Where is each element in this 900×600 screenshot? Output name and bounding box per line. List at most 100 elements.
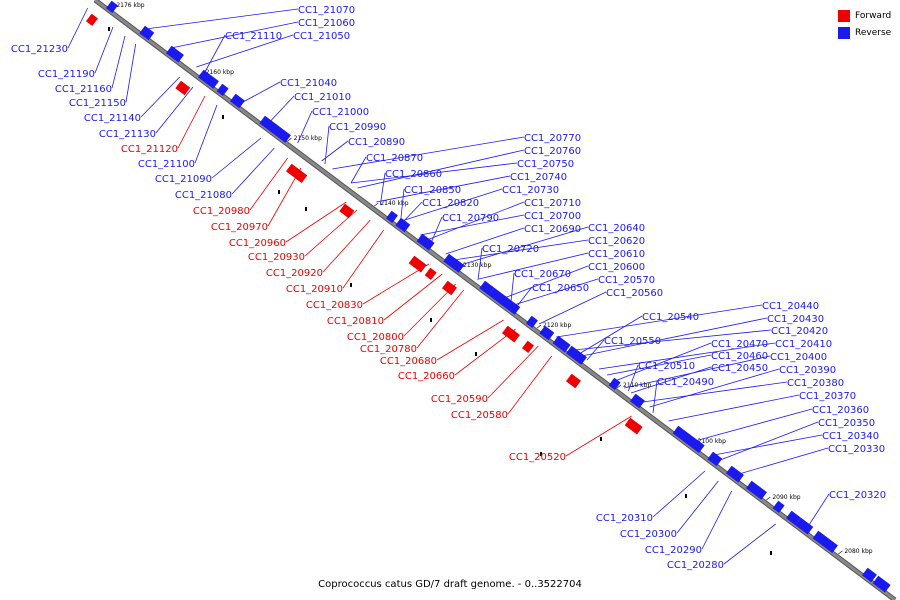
reverse-gene-glyph — [772, 500, 785, 514]
gene-label-cc1_20380: CC1_20380 — [787, 378, 844, 389]
gene-label-cc1_21120: CC1_21120 — [121, 144, 178, 155]
tick-label: 2130 kbp — [463, 262, 491, 269]
noncoding-feature-marker — [305, 207, 307, 211]
tick-label: 2160 kbp — [206, 69, 234, 76]
gene-label-cc1_20320: CC1_20320 — [829, 490, 886, 501]
gene-label-cc1_20300-leader — [676, 480, 719, 534]
gene-label-cc1_21040-leader — [242, 81, 281, 103]
gene-label-cc1_20920: CC1_20920 — [266, 268, 323, 279]
gene-label-cc1_20390-leader — [649, 368, 780, 408]
tick-mark — [374, 202, 379, 207]
reverse-gene-glyph — [707, 451, 723, 467]
gene-label-cc1_20760: CC1_20760 — [524, 146, 581, 157]
legend-item-reverse: Reverse — [838, 26, 891, 40]
gene-label-cc1_20440-leader — [556, 304, 763, 338]
forward-gene-glyph — [295, 170, 308, 184]
gene-label-cc1_20510: CC1_20510 — [638, 361, 695, 372]
reverse-gene-glyph — [861, 567, 878, 583]
gene-label-cc1_20580: CC1_20580 — [451, 410, 508, 421]
noncoding-feature-marker — [350, 283, 352, 287]
gene-label-cc1_20540: CC1_20540 — [642, 312, 699, 323]
gene-label-cc1_20720-leader — [477, 247, 483, 281]
gene-label-cc1_20350-leader — [720, 421, 819, 461]
gene-label-cc1_20990: CC1_20990 — [329, 122, 386, 133]
gene-label-cc1_21090-leader — [211, 137, 262, 179]
gene-label-cc1_20280: CC1_20280 — [667, 560, 724, 571]
gene-label-cc1_20610-leader — [478, 252, 589, 280]
gene-label-cc1_20410-leader — [598, 342, 776, 370]
gene-label-cc1_20490: CC1_20490 — [657, 377, 714, 388]
gene-label-cc1_21160: CC1_21160 — [55, 84, 112, 95]
reverse-gene-glyph — [448, 257, 461, 271]
gene-label-cc1_20980-leader — [249, 157, 288, 211]
gene-label-cc1_20960: CC1_20960 — [229, 238, 286, 249]
gene-label-cc1_20470: CC1_20470 — [711, 339, 768, 350]
reverse-gene-glyph — [745, 480, 768, 500]
tick-label: 2176 kbp — [116, 2, 144, 9]
gene-label-cc1_20740: CC1_20740 — [510, 172, 567, 183]
gene-label-cc1_20420: CC1_20420 — [771, 326, 828, 337]
forward-gene-glyph — [339, 203, 355, 219]
gene-label-cc1_20980: CC1_20980 — [193, 206, 250, 217]
gene-label-cc1_20890: CC1_20890 — [348, 137, 405, 148]
reverse-gene-glyph — [229, 93, 246, 109]
gene-label-cc1_21130: CC1_21130 — [99, 129, 156, 140]
gene-label-cc1_20780-leader — [416, 289, 464, 349]
gene-label-cc1_21000: CC1_21000 — [312, 107, 369, 118]
gene-label-cc1_20470-leader — [614, 342, 712, 382]
reverse-gene-glyph — [552, 335, 571, 353]
gene-label-cc1_20910: CC1_20910 — [286, 284, 343, 295]
gene-label-cc1_20790: CC1_20790 — [442, 213, 499, 224]
gene-label-cc1_20590: CC1_20590 — [431, 394, 488, 405]
gene-label-cc1_20800-leader — [403, 283, 456, 337]
legend-item-forward: Forward — [838, 9, 891, 23]
forward-gene-glyph — [441, 280, 458, 296]
gene-label-cc1_20700-leader — [420, 214, 525, 236]
gene-label-cc1_21060-leader — [170, 21, 299, 49]
reverse-gene-glyph — [165, 45, 185, 63]
reverse-gene-glyph — [385, 210, 399, 224]
gene-label-cc1_20820: CC1_20820 — [422, 198, 479, 209]
tick-label: 2140 kbp — [380, 200, 408, 207]
gene-label-cc1_20650: CC1_20650 — [532, 283, 589, 294]
gene-label-cc1_21190: CC1_21190 — [38, 69, 95, 80]
gene-label-cc1_20700: CC1_20700 — [524, 211, 581, 222]
reverse-gene-glyph — [872, 575, 891, 593]
tick-mark — [766, 496, 771, 501]
gene-label-cc1_20730-leader — [401, 188, 503, 222]
gene-label-cc1_20410: CC1_20410 — [775, 339, 832, 350]
gene-label-cc1_20770: CC1_20770 — [524, 133, 581, 144]
tick-mark — [536, 324, 542, 329]
reverse-gene-glyph — [416, 233, 435, 251]
gene-label-cc1_20830-leader — [362, 263, 430, 305]
gene-label-cc1_20770-leader — [332, 136, 525, 170]
forward-gene-glyph — [175, 80, 191, 96]
forward-gene-glyph — [565, 373, 582, 389]
forward-gene-glyph — [424, 267, 437, 281]
gene-label-cc1_21100: CC1_21100 — [138, 159, 195, 170]
gene-label-cc1_21010-leader — [269, 95, 295, 123]
legend: Forward Reverse — [838, 9, 891, 43]
forward-gene-glyph — [624, 417, 643, 435]
map-caption: Coprococcus catus GD/7 draft genome. - 0… — [318, 579, 582, 590]
gene-label-cc1_20450: CC1_20450 — [711, 363, 768, 374]
gene-label-cc1_20830: CC1_20830 — [306, 300, 363, 311]
tick-label: 2100 kbp — [698, 438, 726, 445]
gene-label-cc1_20580-leader — [507, 355, 552, 415]
gene-label-cc1_20440: CC1_20440 — [762, 301, 819, 312]
noncoding-feature-marker — [222, 115, 224, 119]
gene-label-cc1_20740-leader — [376, 175, 511, 203]
reverse-gene-glyph — [395, 217, 411, 233]
gene-label-cc1_20600-leader — [504, 265, 589, 299]
gene-label-cc1_21080-leader — [231, 147, 275, 195]
tick-mark — [838, 550, 843, 555]
gene-label-cc1_20660-leader — [454, 328, 516, 376]
gene-label-cc1_20970-leader — [267, 167, 302, 227]
gene-label-cc1_20460: CC1_20460 — [711, 351, 768, 362]
gene-label-cc1_20820-leader — [402, 201, 423, 223]
gene-label-cc1_20970: CC1_20970 — [211, 222, 268, 233]
gene-label-cc1_20350: CC1_20350 — [818, 418, 875, 429]
gene-label-cc1_20420-leader — [573, 329, 772, 351]
gene-label-cc1_20360: CC1_20360 — [812, 405, 869, 416]
